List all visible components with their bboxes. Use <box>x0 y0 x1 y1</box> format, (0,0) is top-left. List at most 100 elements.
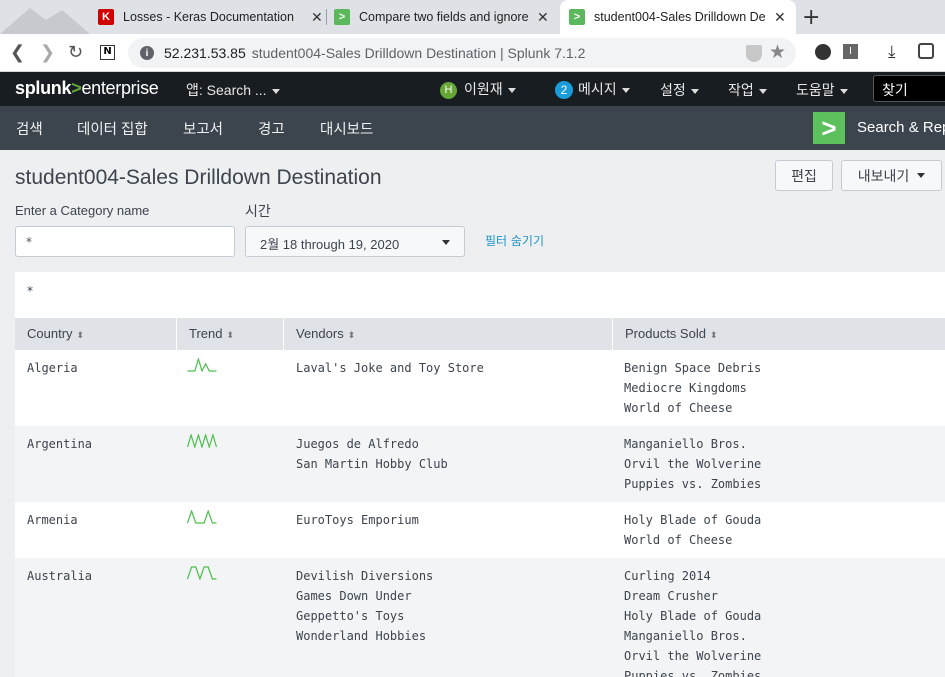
country-cell[interactable]: Australia <box>27 569 93 583</box>
sort-icon: ⬍ <box>347 330 356 340</box>
site-info-icon[interactable]: i <box>140 46 154 60</box>
app-name[interactable]: Search & Reporting <box>857 119 945 136</box>
sparkline-line <box>187 434 217 448</box>
table-row[interactable]: Algeria Laval's Joke and Toy Store Benign … <box>15 350 945 426</box>
nav-reports[interactable]: 보고서 <box>183 122 224 138</box>
forward-arrow-icon[interactable]: ❯ <box>40 42 56 63</box>
column-label: Trend <box>189 326 223 341</box>
country-cell[interactable]: Argentina <box>27 437 93 451</box>
help-menu[interactable]: 도움말 <box>796 80 848 100</box>
column-header-country[interactable]: Country ⬍ <box>15 318 177 350</box>
sort-icon: ⬍ <box>226 330 235 340</box>
product-name: Mediocre Kingdoms <box>624 381 747 395</box>
hide-filters-link[interactable]: 필터 숨기기 <box>485 234 545 248</box>
find-input[interactable]: 찾기 <box>873 75 945 102</box>
product-name: Curling 2014 <box>624 569 711 583</box>
new-tab-plus-icon[interactable]: + <box>802 5 821 30</box>
table-row[interactable]: Armenia EuroToys Emporium Holy Blade of Go… <box>15 502 945 558</box>
vendors-cell[interactable]: Devilish Diversions Games Down Under Geppe… <box>296 566 433 646</box>
column-header-trend[interactable]: Trend ⬍ <box>177 318 284 350</box>
user-menu[interactable]: H 이원재 <box>440 79 516 99</box>
trend-sparkline <box>187 358 217 372</box>
table-row[interactable]: Argentina Juegos de Alfredo San Martin Hob… <box>15 426 945 502</box>
column-header-products[interactable]: Products Sold ⬍ <box>613 318 945 350</box>
reload-icon[interactable]: ↻ <box>68 42 84 63</box>
vendor-name: Geppetto's Toys <box>296 609 405 623</box>
activity-menu[interactable]: 작업 <box>728 80 767 100</box>
logo-text-splunk: splunk <box>15 78 72 98</box>
product-name: Orvil the Wolverine <box>624 457 762 471</box>
column-header-vendors[interactable]: Vendors ⬍ <box>284 318 613 350</box>
country-cell[interactable]: Algeria <box>27 361 78 375</box>
close-tab-icon[interactable]: ✕ <box>311 8 323 25</box>
country-cell[interactable]: Armenia <box>27 513 78 527</box>
splunk-favicon-icon: > <box>569 9 585 25</box>
table-row[interactable]: Australia Devilish Diversions Games Down U… <box>15 558 945 677</box>
vendors-cell[interactable]: EuroToys Emporium <box>296 510 419 530</box>
category-input[interactable]: * <box>15 226 235 257</box>
browser-tab-strip: K Losses - Keras Documentation ✕ > Compa… <box>0 0 945 34</box>
omnibox[interactable]: i 52.231.53.85 student004-Sales Drilldow… <box>128 38 796 68</box>
search-app-icon[interactable]: > <box>813 112 845 144</box>
download-icon[interactable]: ⤓ <box>888 42 896 62</box>
column-label: Country <box>27 326 73 341</box>
chevron-down-icon <box>621 87 630 93</box>
vendor-name: Games Down Under <box>296 589 412 603</box>
vendor-name: Devilish Diversions <box>296 569 434 583</box>
bookmark-star-icon[interactable]: ★ <box>768 42 786 63</box>
chevron-down-icon <box>758 88 767 94</box>
tab-title: Losses - Keras Documentation <box>123 10 294 24</box>
products-cell[interactable]: Holy Blade of Gouda World of Cheese <box>624 510 761 550</box>
products-cell[interactable]: Benign Space Debris Mediocre Kingdoms Worl… <box>624 358 761 418</box>
vendors-cell[interactable]: Juegos de Alfredo San Martin Hobby Club <box>296 434 448 474</box>
close-tab-icon[interactable]: ✕ <box>774 8 786 25</box>
app-menu-label: 앱: Search ... <box>186 82 267 98</box>
product-name: World of Cheese <box>624 533 733 547</box>
browser-tab-keras[interactable]: K Losses - Keras Documentation ✕ <box>98 0 323 34</box>
column-label: Vendors <box>296 326 344 341</box>
sort-icon: ⬍ <box>76 330 85 340</box>
close-tab-icon[interactable]: ✕ <box>537 8 549 25</box>
vendor-name: San Martin Hobby Club <box>296 457 448 471</box>
browser-logo-icon <box>0 8 90 34</box>
app-menu[interactable]: 앱: Search ... <box>186 80 280 100</box>
shield-icon[interactable] <box>746 45 762 62</box>
browser-tab-compare[interactable]: > Compare two fields and ignore ✕ <box>334 0 549 34</box>
messages-menu[interactable]: 2 메시지 <box>555 79 630 100</box>
chevron-down-icon <box>917 173 926 178</box>
product-name: Holy Blade of Gouda <box>624 609 762 623</box>
url-host: 52.231.53.85 <box>164 45 246 61</box>
trend-sparkline <box>187 434 217 448</box>
messages-label: 메시지 <box>578 81 617 97</box>
products-cell[interactable]: Curling 2014 Dream Crusher Holy Blade of G… <box>624 566 761 677</box>
browser-tab-active[interactable]: > student004-Sales Drilldown Des ✕ <box>560 0 796 34</box>
nav-alerts[interactable]: 경고 <box>258 122 285 138</box>
settings-menu[interactable]: 설정 <box>660 80 699 100</box>
column-label: Products Sold <box>625 326 706 341</box>
vendors-cell[interactable]: Laval's Joke and Toy Store <box>296 358 484 378</box>
back-arrow-icon[interactable]: ❮ <box>10 42 26 63</box>
nav-search[interactable]: 검색 <box>16 122 43 138</box>
splunk-logo[interactable]: splunk>enterprise <box>15 78 159 99</box>
nav-dashboards[interactable]: 대시보드 <box>320 122 374 138</box>
extension-globe-icon[interactable] <box>815 44 831 60</box>
keras-favicon-icon: K <box>98 9 114 25</box>
products-cell[interactable]: Manganiello Bros. Orvil the Wolverine Pupp… <box>624 434 761 494</box>
export-button[interactable]: 내보내기 <box>841 160 942 191</box>
time-label: 시간 <box>245 203 271 219</box>
chevron-down-icon <box>839 88 848 94</box>
time-picker[interactable]: 2월 18 through 19, 2020 <box>245 226 465 257</box>
edit-button[interactable]: 편집 <box>775 160 833 191</box>
notion-extension-icon[interactable]: N <box>100 45 115 60</box>
address-bar: ❮ ❯ ↻ N i 52.231.53.85 student004-Sales … <box>0 34 945 72</box>
nav-datasets[interactable]: 데이터 집합 <box>77 122 148 138</box>
category-label: Enter a Category name <box>15 203 150 218</box>
screenshot-icon[interactable] <box>918 43 934 59</box>
product-name: Benign Space Debris <box>624 361 762 375</box>
extension-reader-icon[interactable]: I <box>843 44 858 59</box>
product-name: Puppies vs. Zombies <box>624 669 762 677</box>
product-name: Holy Blade of Gouda <box>624 513 762 527</box>
time-picker-value: 2월 18 through 19, 2020 <box>260 237 400 252</box>
panel-title: * <box>27 284 33 298</box>
vendor-name: Wonderland Hobbies <box>296 629 427 643</box>
